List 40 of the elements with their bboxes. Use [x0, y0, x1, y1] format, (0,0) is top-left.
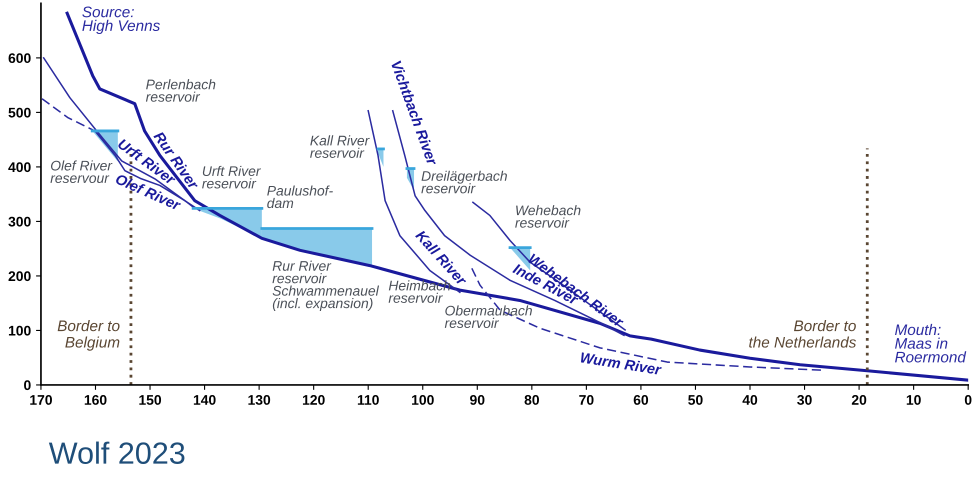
y-tick-label: 400 — [8, 162, 31, 172]
annotation: Urft River reservoir — [202, 166, 261, 188]
annotation: Paulushof- dam — [267, 185, 333, 208]
text: Wolf 2023 — [48, 442, 184, 464]
annotation: Rur River reservoir Schwammenauel (incl. expansion) — [272, 260, 380, 311]
x-tick-label: 110 — [358, 395, 379, 405]
x-tick-label: 150 — [139, 395, 162, 405]
annotation: Wurm River — [580, 352, 662, 376]
annotation: Source: High Venns — [82, 6, 160, 34]
x-tick-label: 70 — [579, 395, 594, 405]
annotation: Dreilägerbach reservoir — [421, 170, 507, 194]
ref-line-label: Border to Belgium — [58, 320, 120, 351]
x-tick-label: 130 — [248, 395, 270, 405]
annotation: Perlenbach reservoir — [146, 79, 216, 102]
ref-line-label: Border to the Netherlands — [749, 320, 856, 348]
annotation: Mouth: Maas in Roermond — [895, 324, 966, 363]
x-tick-label: 40 — [742, 395, 758, 405]
x-tick-label: 170 — [30, 395, 52, 405]
annotation: Obermaubach reservoir — [444, 305, 532, 328]
x-tick-label: 90 — [470, 395, 484, 405]
x-tick-label: 10 — [906, 395, 921, 405]
y-tick-label: 100 — [8, 326, 31, 336]
x-tick-label: 60 — [634, 395, 648, 405]
x-tick-label: 100 — [412, 395, 434, 405]
x-tick-label: 50 — [688, 395, 703, 405]
annotation: Olef River reservour — [50, 160, 112, 184]
y-tick-label: 200 — [8, 271, 31, 282]
x-tick-label: 30 — [797, 395, 812, 405]
x-tick-label: 140 — [194, 395, 216, 405]
y-tick-label: 300 — [8, 216, 31, 227]
annotation: Kall River reservoir — [310, 135, 370, 158]
annotation: Wehebach reservoir — [515, 205, 580, 228]
y-tick-label: 600 — [8, 53, 31, 64]
x-tick-label: 20 — [852, 395, 866, 405]
x-tick-label: 80 — [524, 395, 539, 405]
y-tick-label: 500 — [8, 108, 31, 118]
x-tick-label: 0 — [964, 395, 972, 405]
y-tick-label: 0 — [24, 380, 31, 390]
x-tick-label: 120 — [302, 395, 325, 405]
x-tick-label: 160 — [84, 395, 107, 405]
